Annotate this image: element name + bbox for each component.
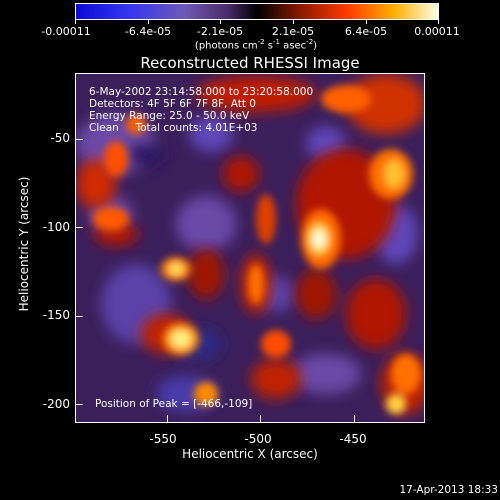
y-tick [75, 139, 83, 140]
y-axis-label: Heliocentric Y (arcsec) [17, 176, 31, 312]
info-detectors: Detectors: 4F 5F 6F 7F 8F, Att 0 [89, 98, 256, 110]
colorbar-tick [438, 19, 439, 24]
y-tick-label: -50 [50, 131, 70, 145]
plot-title: Reconstructed RHESSI Image [140, 54, 360, 72]
y-tick [75, 316, 83, 317]
colorbar-units: (photons cm-2 s-1 asec-2) [194, 38, 318, 52]
colorbar-tick [75, 19, 76, 24]
colorbar-tick-label: -0.00011 [41, 25, 91, 38]
y-tick [75, 404, 83, 405]
colorbar-tick [366, 19, 367, 24]
x-tick [167, 415, 168, 423]
colorbar-tick-label: 2.1e-05 [271, 25, 315, 38]
colorbar-tick-label: -2.1e-05 [196, 25, 244, 38]
x-tick [354, 415, 355, 423]
x-tick-label: -550 [149, 432, 177, 446]
info-energy-range: Energy Range: 25.0 - 50.0 keV [89, 110, 250, 122]
rhessi-image [75, 73, 425, 423]
colorbar-tick-label: 6.4e-05 [344, 25, 388, 38]
y-tick [75, 227, 83, 228]
info-method-counts: Clean Total counts: 4.01E+03 [89, 122, 258, 134]
colorbar-tick-label: -6.4e-05 [124, 25, 172, 38]
image-bright-sources [93, 85, 421, 414]
colorbar-tick [148, 19, 149, 24]
x-tick [260, 415, 261, 423]
x-tick-label: -500 [244, 432, 272, 446]
y-tick-label: -200 [42, 397, 70, 411]
info-time-range: 6-May-2002 23:14:58.000 to 23:20:58.000 [89, 86, 314, 98]
colorbar [75, 3, 439, 20]
colorbar-tick [220, 19, 221, 24]
colorbar-tick-label: 0.00011 [414, 25, 460, 38]
colorbar-tick [293, 19, 294, 24]
y-tick-label: -100 [42, 220, 70, 234]
peak-position: Position of Peak = [-466,-109] [95, 398, 253, 410]
x-tick-label: -450 [339, 432, 367, 446]
y-tick-label: -150 [42, 308, 70, 322]
x-axis-label: Heliocentric X (arcsec) [182, 447, 318, 461]
timestamp: 17-Apr-2013 18:33 [399, 484, 498, 496]
